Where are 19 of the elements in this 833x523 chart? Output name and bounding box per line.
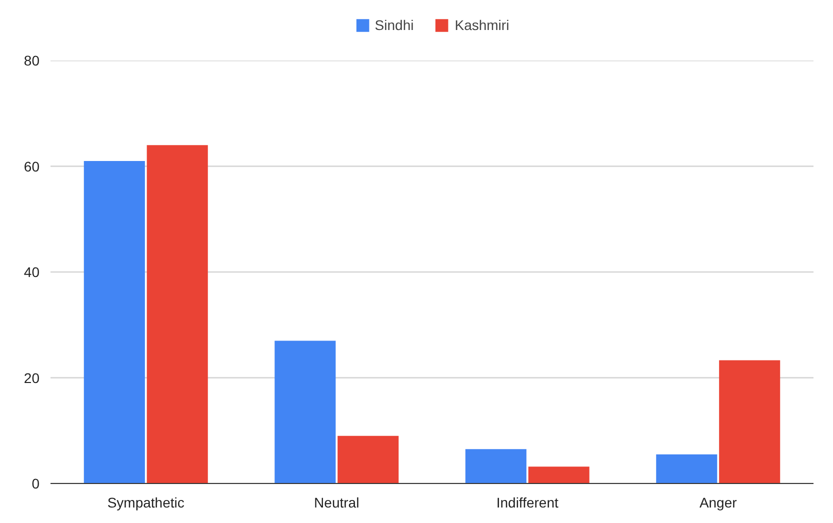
bar bbox=[528, 466, 590, 484]
x-tick-label: Sympathetic bbox=[107, 494, 184, 510]
y-tick-label: 60 bbox=[24, 158, 40, 174]
bar bbox=[656, 454, 718, 484]
bar bbox=[274, 340, 336, 484]
bar bbox=[84, 160, 145, 484]
x-tick-label: Anger bbox=[699, 494, 738, 510]
y-tick-label: 20 bbox=[24, 370, 40, 386]
bar bbox=[338, 436, 399, 484]
x-tick-label: Indifferent bbox=[496, 494, 558, 510]
y-tick-label: 80 bbox=[24, 52, 40, 68]
bar bbox=[719, 360, 780, 484]
bar bbox=[146, 145, 208, 484]
y-tick-label: 40 bbox=[24, 264, 40, 280]
legend-label: Kashmiri bbox=[454, 17, 510, 33]
legend-label: Sindhi bbox=[374, 17, 414, 33]
y-tick-label: 0 bbox=[32, 476, 40, 492]
x-tick-label: Neutral bbox=[314, 494, 360, 510]
bar bbox=[465, 449, 526, 484]
